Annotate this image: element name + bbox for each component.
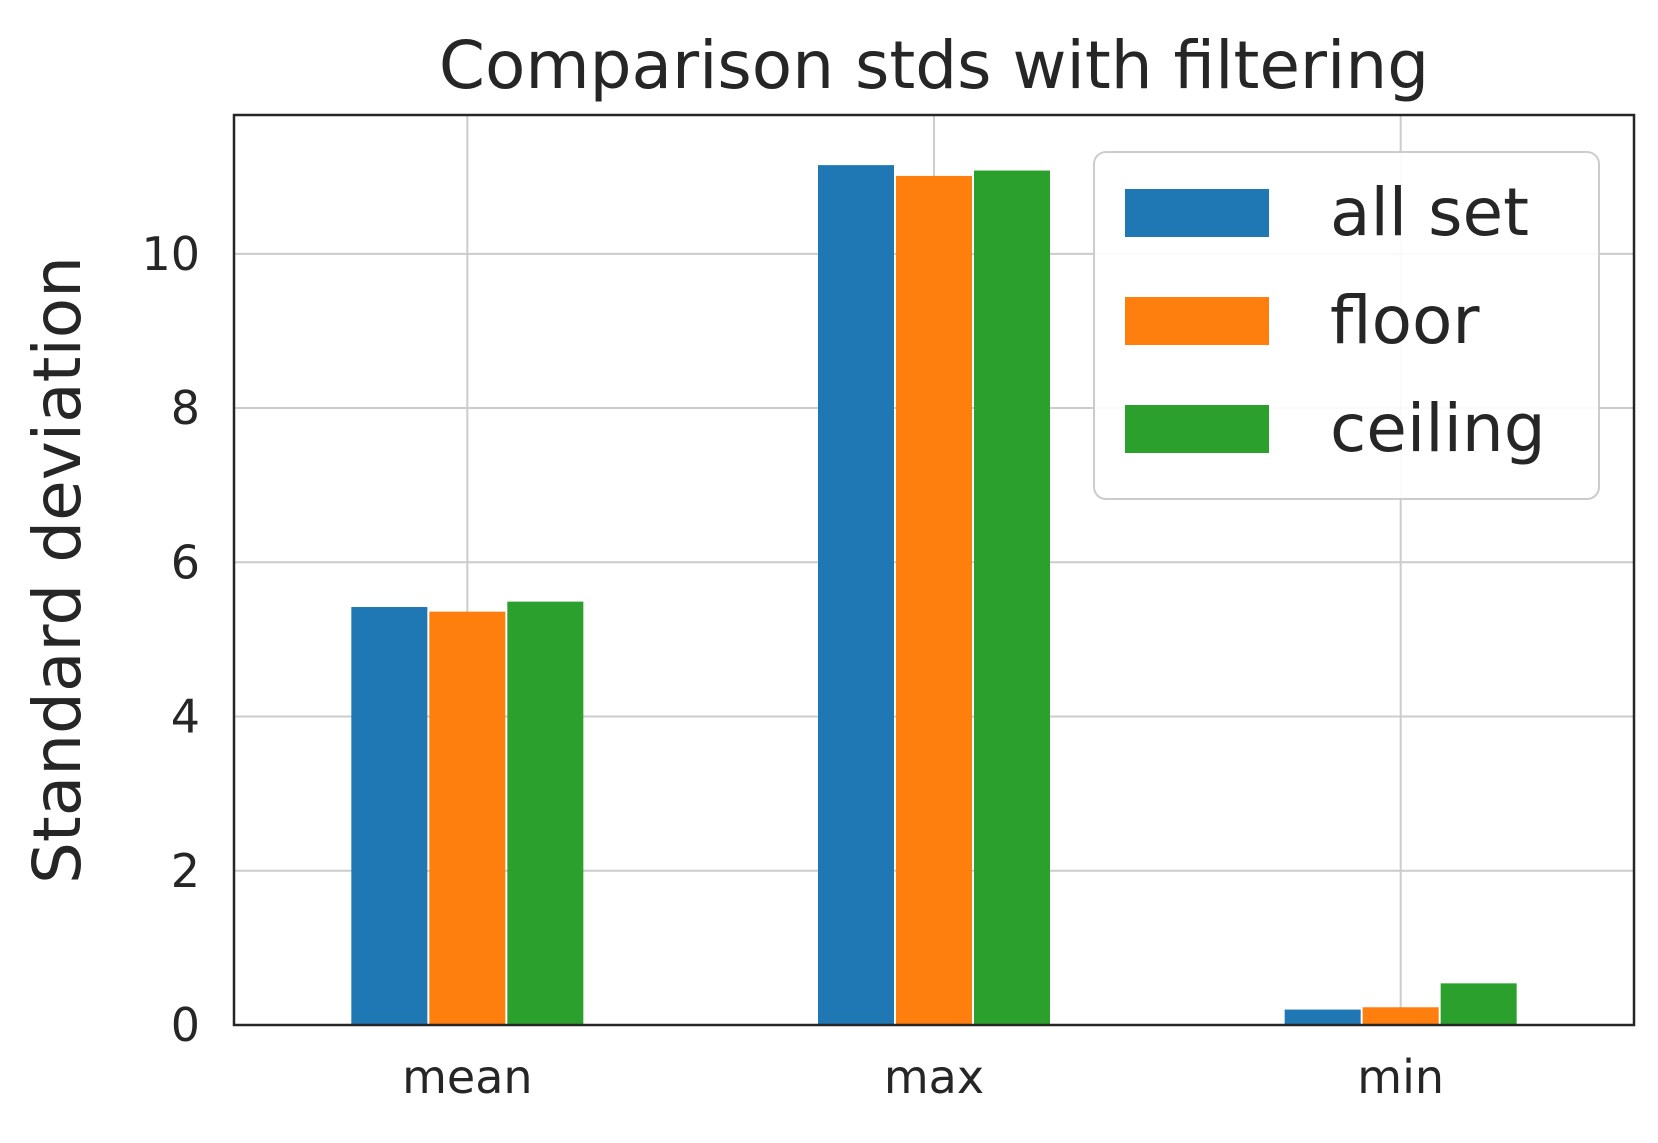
bar-min-floor (1362, 1007, 1439, 1025)
bars (351, 165, 1517, 1026)
legend-label-ceiling: ceiling (1330, 390, 1546, 467)
legend-swatch-floor (1125, 297, 1269, 345)
chart-title: Comparison stds with filtering (439, 27, 1429, 104)
legend-label-floor: floor (1330, 282, 1480, 359)
bar-mean-floor (429, 611, 506, 1025)
y-tick-label: 6 (171, 535, 200, 589)
x-tick-label-mean: mean (402, 1050, 532, 1104)
bar-mean-ceiling (507, 601, 584, 1025)
legend-swatch-all-set (1125, 189, 1269, 237)
x-tick-label-max: max (884, 1050, 984, 1104)
legend-label-all-set: all set (1330, 174, 1529, 251)
bar-min-ceiling (1440, 983, 1517, 1025)
bar-max-ceiling (974, 170, 1050, 1026)
tick-labels: 0 2 4 6 8 10 mean max min (141, 227, 1444, 1104)
x-tick-label-min: min (1357, 1050, 1444, 1104)
bar-mean-all-set (351, 607, 428, 1025)
bar-max-floor (896, 175, 972, 1026)
y-tick-label: 0 (171, 998, 200, 1052)
legend-swatch-ceiling (1125, 405, 1269, 453)
legend: all set floor ceiling (1093, 151, 1600, 500)
y-axis-label: Standard deviation (19, 256, 96, 884)
plot-frame (232, 113, 1636, 1027)
y-tick-label: 8 (171, 381, 200, 435)
bar-max-all-set (818, 165, 894, 1025)
bar-min-all-set (1284, 1009, 1361, 1025)
y-tick-label: 4 (171, 690, 200, 744)
y-tick-label: 10 (141, 227, 200, 281)
y-tick-label: 2 (171, 844, 200, 898)
